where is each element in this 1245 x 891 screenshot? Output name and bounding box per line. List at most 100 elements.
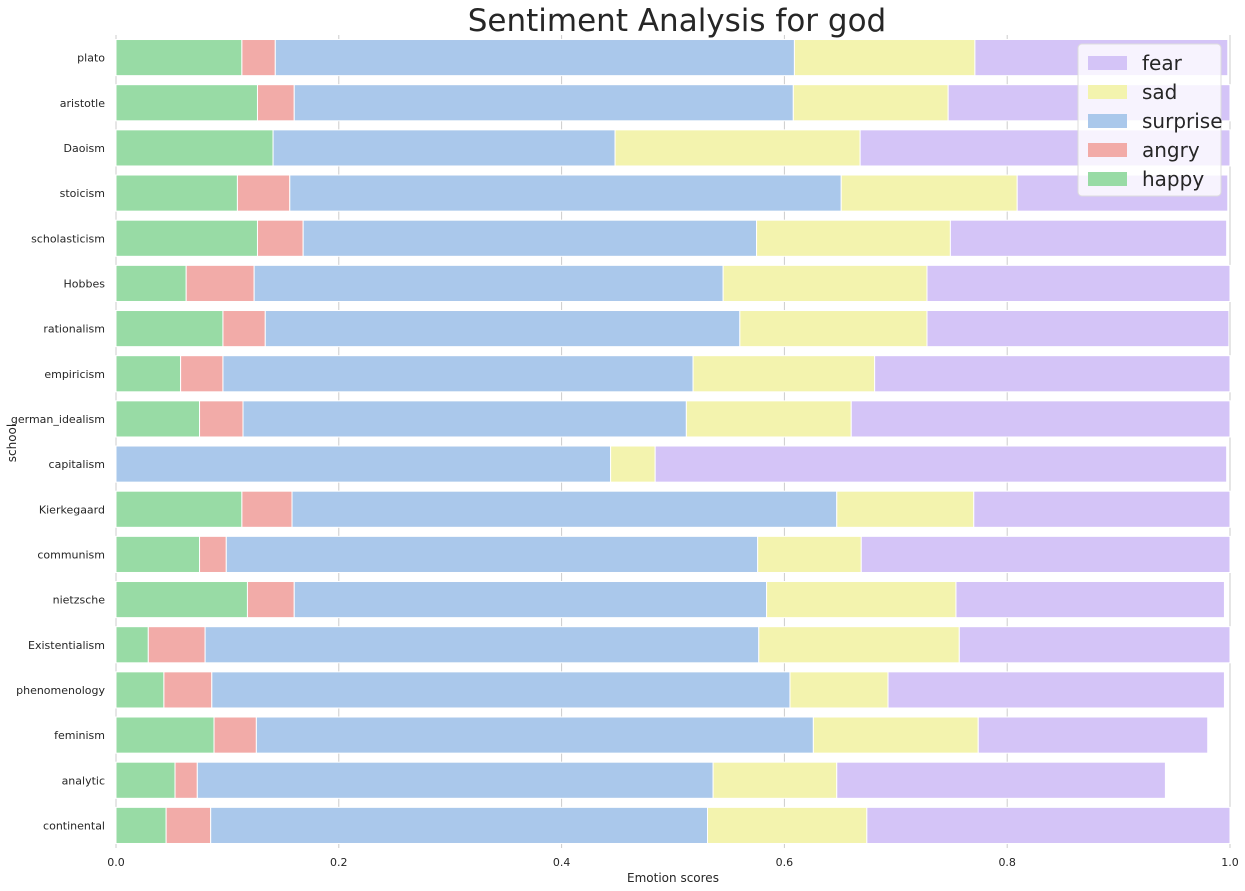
bar-surprise-phenomenology [211,671,791,709]
y-tick-label: Kierkegaard [39,503,105,516]
bar-surprise-Hobbes [253,264,724,302]
bar-happy-Hobbes [115,264,187,302]
y-tick-label: communism [37,548,105,561]
y-tick-label: aristotle [60,97,105,110]
y-tick-label: german_idealism [11,413,105,426]
bar-fear-scholasticism [949,219,1228,257]
bar-angry-analytic [174,761,198,799]
bar-fear-analytic [836,761,1166,799]
x-tick-labels: 0.0 0.2 0.4 0.6 0.8 1.0 [107,856,1239,869]
bar-surprise-plato [274,39,795,77]
bar-angry-nietzsche [246,581,295,619]
bar-fear-empiricism [874,355,1231,393]
legend-swatch-fear [1088,56,1127,70]
bar-sad-continental [707,806,868,844]
y-tick-label: analytic [62,774,105,787]
bar-surprise-Kierkegaard [291,490,838,528]
bar-sad-analytic [712,761,838,799]
bar-surprise-rationalism [264,310,741,348]
bar-fear-communism [860,535,1231,573]
bar-happy-empiricism [115,355,182,393]
bar-sad-Hobbes [722,264,928,302]
bar-surprise-Existentialism [204,626,760,664]
y-tick-label: phenomenology [16,684,105,697]
legend-label-surprise: surprise [1142,109,1223,133]
bar-happy-plato [115,39,243,77]
bar-happy-Kierkegaard [115,490,243,528]
bar-angry-continental [165,806,212,844]
y-tick-label: stoicism [60,187,105,200]
bar-surprise-capitalism [115,445,612,483]
bar-happy-analytic [115,761,176,799]
bar-happy-communism [115,535,201,573]
bar-happy-phenomenology [115,671,165,709]
legend-box [1077,43,1222,197]
bar-angry-stoicism [236,174,291,212]
bar-surprise-continental [210,806,709,844]
bar-angry-Hobbes [185,264,255,302]
bar-angry-communism [199,535,227,573]
bar-sad-Kierkegaard [836,490,975,528]
bar-happy-scholasticism [115,219,258,257]
y-tick-label: rationalism [43,323,105,336]
x-tick-label: 0.6 [776,856,794,869]
y-tick-label: feminism [54,729,105,742]
y-tick-label: Hobbes [64,277,106,290]
grid-lines [115,35,1231,848]
bar-angry-feminism [213,716,257,754]
bar-sad-feminism [812,716,979,754]
x-tick-label: 0.8 [998,856,1016,869]
bar-fear-nietzsche [955,581,1225,619]
bar-surprise-german_idealism [242,400,687,438]
legend-swatch-happy [1088,172,1127,186]
bar-sad-phenomenology [789,671,889,709]
bar-surprise-aristotle [293,84,794,122]
bar-angry-Kierkegaard [241,490,293,528]
bar-angry-phenomenology [163,671,213,709]
bar-happy-stoicism [115,174,238,212]
bar-fear-phenomenology [887,671,1225,709]
legend-label-angry: angry [1142,138,1200,162]
bar-happy-feminism [115,716,215,754]
bar-sad-aristotle [792,84,949,122]
bar-happy-Daoism [115,129,274,167]
y-tick-label: Existentialism [28,639,105,652]
bar-surprise-empiricism [222,355,694,393]
bar-surprise-feminism [255,716,814,754]
bar-sad-Daoism [614,129,861,167]
y-tick-label: plato [77,52,105,65]
bar-happy-aristotle [115,84,258,122]
bar-surprise-nietzsche [293,581,768,619]
bar-sad-Existentialism [758,626,960,664]
legend: fear sad surprise angry happy [1077,43,1223,197]
bar-fear-Existentialism [958,626,1231,664]
bar-sad-german_idealism [685,400,852,438]
bar-angry-scholasticism [256,219,304,257]
x-tick-label: 0.4 [553,856,571,869]
bar-sad-rationalism [739,310,928,348]
bar-sad-nietzsche [766,581,957,619]
legend-swatch-sad [1088,85,1127,99]
x-tick-label: 1.0 [1221,856,1239,869]
chart-title: Sentiment Analysis for god [468,3,886,39]
bar-sad-capitalism [610,445,656,483]
bar-angry-empiricism [180,355,224,393]
y-tick-label: capitalism [49,458,105,471]
y-tick-label: Daoism [64,142,105,155]
bar-surprise-communism [225,535,759,573]
y-tick-labels: plato aristotle Daoism stoicism scholasticis… [11,52,106,833]
bar-fear-Hobbes [926,264,1231,302]
bar-angry-aristotle [256,84,295,122]
bar-happy-rationalism [115,310,224,348]
legend-label-happy: happy [1142,167,1204,191]
x-axis-label: Emotion scores [627,871,719,885]
bar-sad-plato [793,39,976,77]
bar-angry-rationalism [222,310,266,348]
x-tick-label: 0.0 [107,856,125,869]
bar-fear-continental [866,806,1231,844]
bar-sad-scholasticism [756,219,951,257]
bar-happy-german_idealism [115,400,201,438]
bar-surprise-analytic [196,761,714,799]
bar-angry-plato [241,39,276,77]
